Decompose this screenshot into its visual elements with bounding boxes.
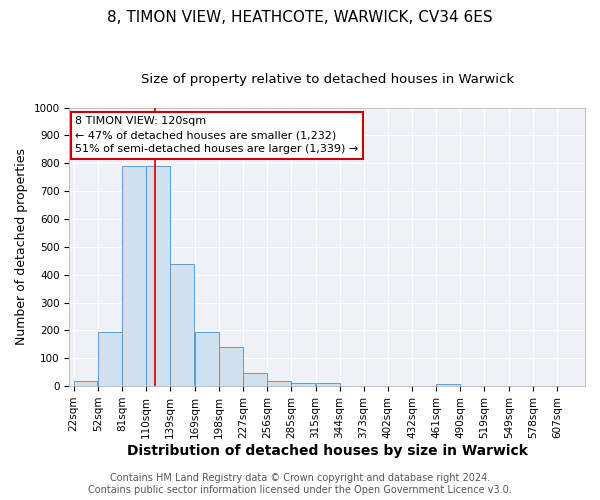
Bar (316, 384, 340, 386)
Bar (219, 347, 243, 386)
Bar (122, 166, 146, 386)
Bar (146, 166, 170, 386)
Bar (291, 383, 315, 386)
Text: 8, TIMON VIEW, HEATHCOTE, WARWICK, CV34 6ES: 8, TIMON VIEW, HEATHCOTE, WARWICK, CV34 … (107, 10, 493, 25)
X-axis label: Distribution of detached houses by size in Warwick: Distribution of detached houses by size … (127, 444, 527, 458)
Bar (170, 264, 194, 386)
Bar (74, 380, 97, 386)
Bar (436, 384, 460, 386)
Bar (195, 332, 219, 386)
Bar (98, 332, 122, 386)
Text: Contains HM Land Registry data © Crown copyright and database right 2024.
Contai: Contains HM Land Registry data © Crown c… (88, 474, 512, 495)
Title: Size of property relative to detached houses in Warwick: Size of property relative to detached ho… (140, 72, 514, 86)
Bar (267, 381, 291, 386)
Text: 8 TIMON VIEW: 120sqm
← 47% of detached houses are smaller (1,232)
51% of semi-de: 8 TIMON VIEW: 120sqm ← 47% of detached h… (75, 116, 358, 154)
Y-axis label: Number of detached properties: Number of detached properties (15, 148, 28, 346)
Bar (243, 372, 267, 386)
